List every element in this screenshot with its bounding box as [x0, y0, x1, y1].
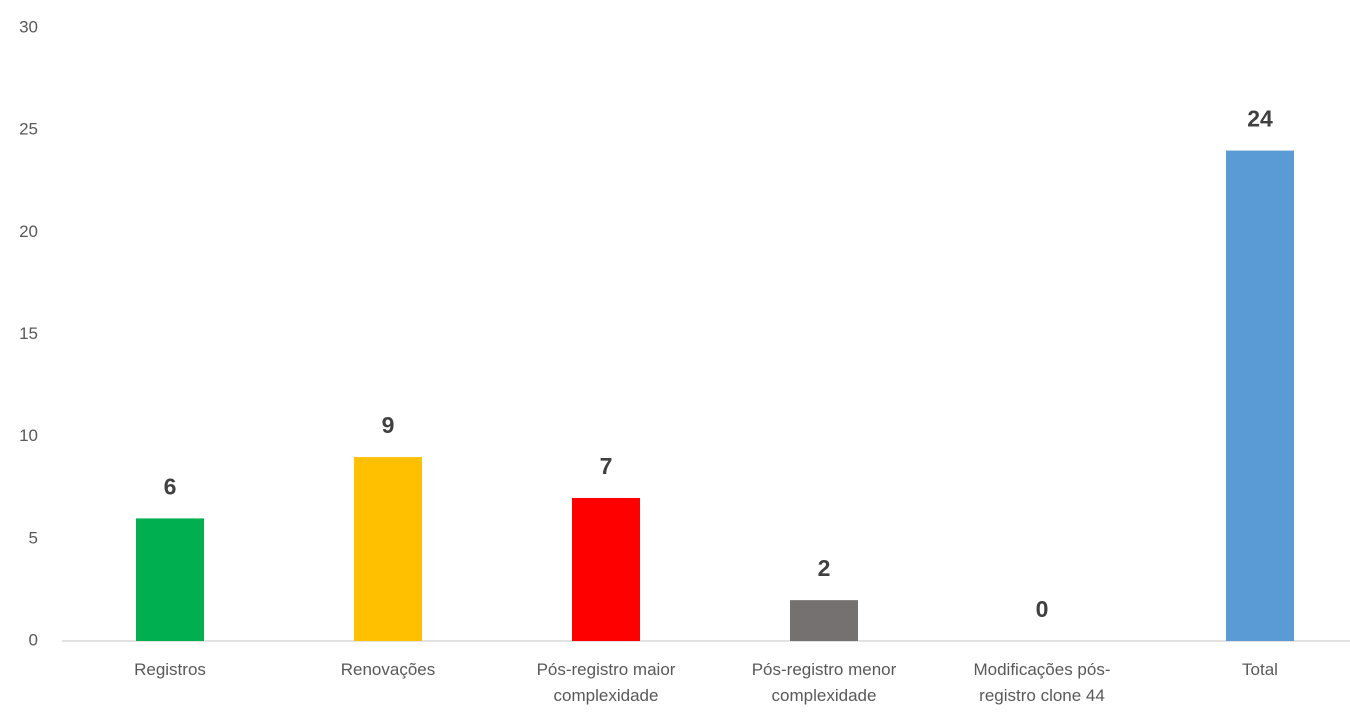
x-tick-label: Renovações — [340, 660, 436, 679]
y-tick-label: 25 — [19, 120, 38, 139]
value-label: 6 — [164, 473, 177, 499]
y-tick-label: 5 — [29, 528, 38, 547]
bar — [572, 497, 640, 641]
y-tick-label: 15 — [19, 324, 38, 343]
bar — [136, 518, 204, 641]
x-tick-label: Modificações pós-registro clone 44 — [973, 660, 1111, 705]
bar — [1226, 150, 1294, 641]
value-label: 24 — [1247, 106, 1273, 132]
y-tick-label: 30 — [19, 17, 38, 36]
value-label: 2 — [818, 555, 831, 581]
bar — [790, 600, 858, 641]
y-tick-label: 0 — [29, 630, 38, 649]
x-tick-label: Registros — [134, 660, 206, 679]
x-tick-label: Total — [1242, 660, 1278, 679]
value-label: 7 — [600, 453, 613, 479]
bar — [354, 457, 422, 641]
x-tick-label: Pós-registro menor complexidade — [751, 660, 897, 705]
x-tick-label: Pós-registro maior complexidade — [536, 660, 676, 705]
y-tick-label: 10 — [19, 426, 38, 445]
value-label: 0 — [1036, 596, 1049, 622]
value-label: 9 — [382, 412, 395, 438]
y-tick-label: 20 — [19, 222, 38, 241]
